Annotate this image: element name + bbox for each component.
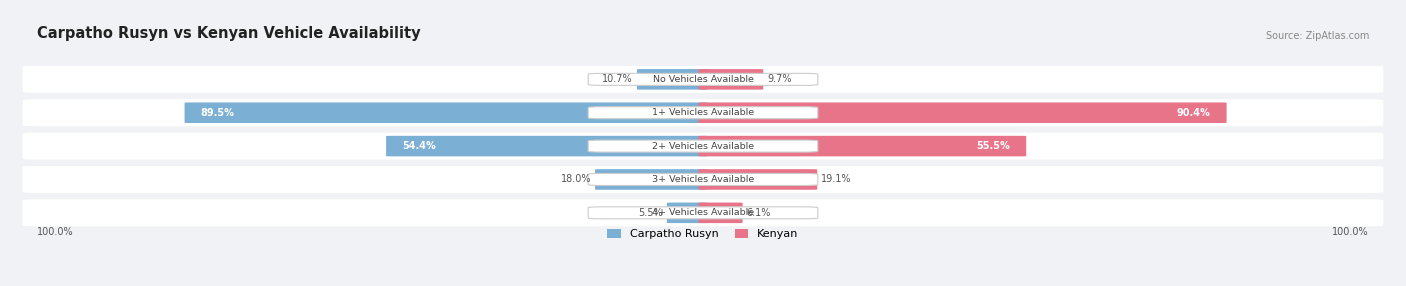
Text: Source: ZipAtlas.com: Source: ZipAtlas.com [1265,31,1369,41]
Legend: Carpatho Rusyn, Kenyan: Carpatho Rusyn, Kenyan [607,229,799,239]
Text: 10.7%: 10.7% [602,74,633,84]
Text: 100.0%: 100.0% [37,227,73,237]
FancyBboxPatch shape [387,136,707,156]
FancyBboxPatch shape [666,202,707,223]
FancyBboxPatch shape [22,199,1384,226]
Text: 3+ Vehicles Available: 3+ Vehicles Available [652,175,754,184]
FancyBboxPatch shape [588,140,818,152]
Text: 5.5%: 5.5% [638,208,662,218]
Text: 55.5%: 55.5% [976,141,1010,151]
FancyBboxPatch shape [595,169,707,190]
FancyBboxPatch shape [588,207,818,219]
FancyBboxPatch shape [699,202,742,223]
Text: 19.1%: 19.1% [821,174,852,184]
Text: 6.1%: 6.1% [747,208,770,218]
Text: 9.7%: 9.7% [768,74,792,84]
FancyBboxPatch shape [699,69,763,90]
Text: No Vehicles Available: No Vehicles Available [652,75,754,84]
FancyBboxPatch shape [588,73,818,85]
Text: 1+ Vehicles Available: 1+ Vehicles Available [652,108,754,117]
Text: 2+ Vehicles Available: 2+ Vehicles Available [652,142,754,151]
FancyBboxPatch shape [699,136,1026,156]
FancyBboxPatch shape [588,107,818,119]
FancyBboxPatch shape [22,66,1384,93]
FancyBboxPatch shape [184,102,707,123]
FancyBboxPatch shape [22,133,1384,160]
FancyBboxPatch shape [22,166,1384,193]
Text: 18.0%: 18.0% [561,174,591,184]
Text: 89.5%: 89.5% [201,108,235,118]
FancyBboxPatch shape [22,99,1384,126]
Text: 100.0%: 100.0% [1333,227,1369,237]
FancyBboxPatch shape [699,169,817,190]
FancyBboxPatch shape [588,173,818,185]
Text: Carpatho Rusyn vs Kenyan Vehicle Availability: Carpatho Rusyn vs Kenyan Vehicle Availab… [37,26,420,41]
FancyBboxPatch shape [637,69,707,90]
Text: 4+ Vehicles Available: 4+ Vehicles Available [652,208,754,217]
Text: 54.4%: 54.4% [402,141,436,151]
Text: 90.4%: 90.4% [1177,108,1211,118]
FancyBboxPatch shape [699,102,1226,123]
